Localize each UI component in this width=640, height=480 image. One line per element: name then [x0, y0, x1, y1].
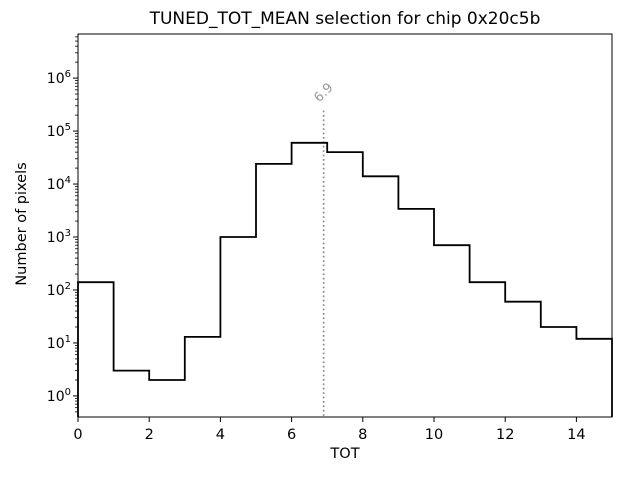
- x-axis-label: TOT: [330, 446, 360, 462]
- x-tick-label: 2: [145, 427, 154, 443]
- axes-frame: [77, 33, 613, 418]
- y-tick-label: 102: [47, 281, 71, 299]
- x-tick-label: 6: [287, 427, 296, 443]
- x-tick-label: 4: [216, 427, 225, 443]
- y-axis-label: Number of pixels: [14, 162, 30, 286]
- y-tick-label: 106: [47, 69, 71, 87]
- chart-title: TUNED_TOT_MEAN selection for chip 0x20c5…: [149, 9, 541, 29]
- y-tick-label: 104: [47, 175, 71, 193]
- y-tick-label: 100: [47, 387, 71, 405]
- histogram-step-line: [77, 141, 613, 417]
- y-tick-label: 101: [47, 334, 71, 352]
- y-tick-label: 105: [47, 122, 71, 140]
- x-tick-label: 0: [73, 427, 82, 443]
- y-tick-label: 103: [47, 228, 71, 246]
- x-tick-label: 14: [567, 427, 585, 443]
- x-tick-label: 8: [358, 427, 367, 443]
- x-tick-label: 12: [496, 427, 514, 443]
- x-tick-label: 10: [425, 427, 443, 443]
